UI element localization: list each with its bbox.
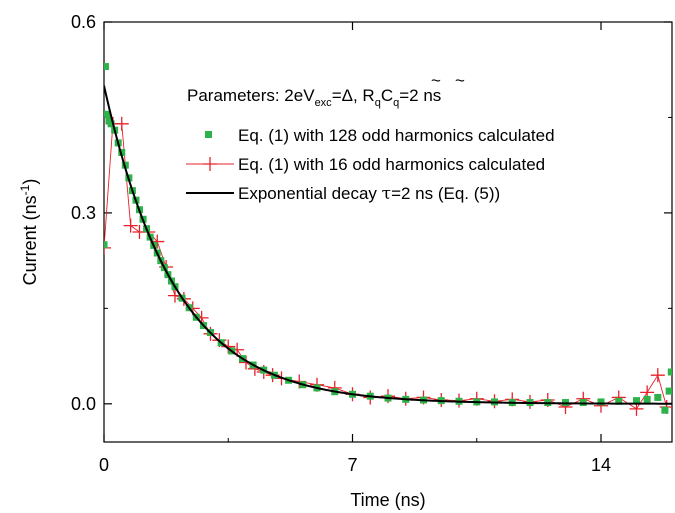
svg-text:Parameters: 2eVexc=Δ, RqCq=2 n: Parameters: 2eVexc=Δ, RqCq=2 ns: [187, 86, 441, 109]
legend-marker-128-harmonics: [205, 131, 212, 138]
series-128-harmonics-point: [654, 393, 662, 401]
y-tick-label: 0.6: [71, 12, 96, 32]
series-128-harmonics-point: [104, 241, 108, 249]
y-axis-title: Current (ns-1): [18, 179, 40, 286]
series-16-harmonics-point: [104, 240, 111, 255]
y-axis-title-close: ): [20, 179, 40, 185]
series-128-harmonics-point: [667, 368, 672, 376]
series-128-harmonics-point: [597, 398, 605, 406]
annotation-tilde-r: ~: [431, 71, 441, 90]
x-axis-ticks: 0 7 14: [99, 22, 611, 475]
series-128-harmonics-point: [104, 110, 111, 118]
annotation-tilde-c: ~: [455, 71, 465, 90]
series-128-harmonics-point: [661, 406, 669, 414]
legend-marker-16-harmonics: [203, 157, 217, 171]
series-exponential-line: [104, 85, 672, 405]
annotation-suffix: =2 ns: [399, 86, 441, 105]
y-axis-title-superscript: -1: [18, 184, 32, 195]
series-128-harmonics-point: [615, 397, 623, 405]
y-tick-label: 0.0: [71, 394, 96, 414]
annotation-delta: =Δ,: [332, 86, 363, 105]
x-axis-title: Time (ns): [350, 490, 425, 510]
legend-exp-suffix: =2 ns (Eq. (5)): [391, 184, 500, 203]
parameters-annotation: Parameters: 2eVexc=Δ, RqCq=2 ns ~ ~: [187, 71, 465, 109]
series-128-harmonics-point: [665, 387, 672, 395]
x-tick-label: 14: [591, 455, 611, 475]
annotation-sub-q1: q: [375, 97, 381, 109]
annotation-c: C: [381, 86, 393, 105]
series-16-harmonics-point: [114, 116, 129, 131]
legend-label-exponential: Exponential decay τ=2 ns (Eq. (5)): [238, 184, 500, 204]
legend-label-16-harmonics: Eq. (1) with 16 odd harmonics calculated: [238, 155, 545, 174]
annotation-sub-q2: q: [393, 97, 399, 109]
legend: Eq. (1) with 128 odd harmonics calculate…: [186, 126, 555, 204]
series-128-harmonics-point: [633, 397, 640, 405]
annotation-prefix: Parameters: 2eV: [187, 86, 315, 105]
legend-exp-prefix: Exponential decay: [238, 184, 382, 203]
y-axis-ticks: 0.0 0.3 0.6: [71, 12, 672, 414]
x-tick-label: 0: [99, 455, 109, 475]
y-axis-title-main: Current (ns: [20, 195, 40, 285]
y-tick-label: 0.3: [71, 203, 96, 223]
x-tick-label: 7: [347, 455, 357, 475]
series-128-harmonics-point: [104, 63, 109, 71]
series-128-harmonics-point: [643, 395, 651, 403]
annotation-sub-exc: exc: [315, 97, 333, 109]
series-16-harmonics-point: [123, 218, 138, 233]
legend-label-128-harmonics: Eq. (1) with 128 odd harmonics calculate…: [238, 126, 555, 145]
series-128-harmonics-point: [107, 120, 115, 128]
annotation-r: R: [362, 86, 374, 105]
plot-frame: [103, 21, 673, 443]
series-16-harmonics-point: [221, 339, 236, 354]
series-16-harmonics-point: [650, 368, 665, 383]
series-layer: [104, 63, 672, 416]
legend-exp-tau: τ: [382, 184, 391, 204]
